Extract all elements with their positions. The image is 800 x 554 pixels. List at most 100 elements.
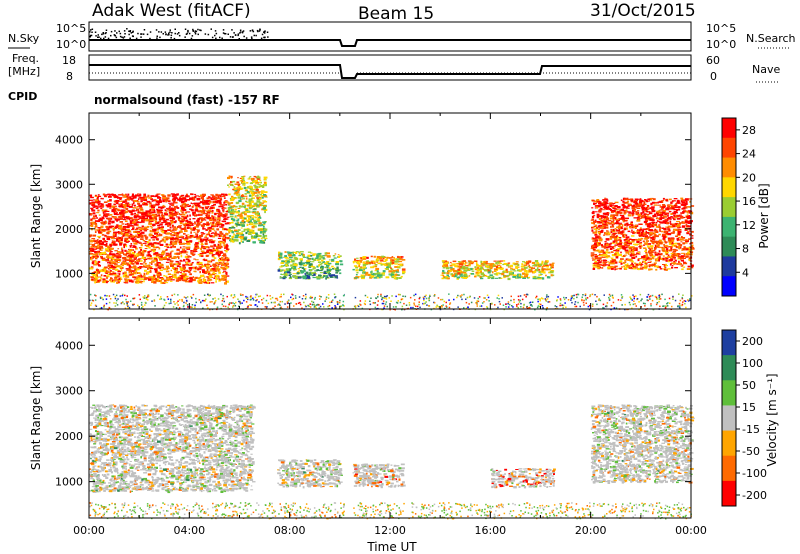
noise-dot xyxy=(204,33,207,35)
noise-dot xyxy=(168,32,170,34)
noise-dot xyxy=(132,30,134,33)
noise-dot xyxy=(128,33,130,36)
noise-dot xyxy=(184,28,187,30)
power-colorbar-tick: 28 xyxy=(742,124,756,137)
velocity-colorbar-tick: 100 xyxy=(742,357,763,370)
frequency-line xyxy=(89,64,691,79)
velocity-colorbar-segment xyxy=(722,430,736,457)
noise-dot xyxy=(158,31,160,33)
x-tick-label: 00:00 xyxy=(675,524,707,537)
noise-dot xyxy=(188,32,191,35)
noise-dot xyxy=(118,30,120,33)
echo-region xyxy=(490,468,556,489)
noise-dot xyxy=(185,33,188,35)
noise-dot xyxy=(215,37,217,40)
noise-dot xyxy=(132,31,134,33)
noise-dot xyxy=(162,33,164,35)
freq-label-line1: Freq. xyxy=(12,52,39,65)
noise-dot xyxy=(200,29,202,32)
noise-dot xyxy=(101,33,103,36)
noise-dot xyxy=(137,32,139,35)
noise-dot xyxy=(219,36,221,39)
noise-dot xyxy=(223,32,226,35)
noise-tick-low-left: 10^0 xyxy=(56,38,86,51)
noise-dot xyxy=(234,34,237,36)
noise-dot xyxy=(221,37,223,39)
nave-label: Nave xyxy=(752,63,780,76)
echo-region xyxy=(590,404,695,484)
noise-dot xyxy=(259,29,261,31)
noise-dot xyxy=(229,36,232,38)
noise-dot xyxy=(174,28,176,30)
date-title: 31/Oct/2015 xyxy=(590,1,696,21)
noise-dot xyxy=(140,36,142,38)
velocity-colorbar: 200 100 50 15 -15 -50 -100 -200 xyxy=(721,329,767,507)
velocity-colorbar-segment xyxy=(722,330,736,356)
echo-region xyxy=(277,251,344,280)
y-tick-label: 1000 xyxy=(55,267,83,280)
y-tick-label: 4000 xyxy=(55,339,83,352)
data-gap xyxy=(344,113,353,309)
noise-dot xyxy=(243,35,245,38)
noise-dot xyxy=(159,36,161,39)
noise-dot xyxy=(130,32,133,34)
noise-dot xyxy=(267,36,269,38)
power-colorbar-tick: 16 xyxy=(742,195,756,208)
y-tick-label: 3000 xyxy=(55,178,83,191)
noise-dot xyxy=(97,36,99,38)
power-colorbar-segment xyxy=(722,157,736,178)
x-tick-label: 00:00 xyxy=(73,524,105,537)
noise-dot xyxy=(197,33,199,36)
echo-region xyxy=(352,463,406,489)
noise-dot xyxy=(190,37,193,40)
noise-dot xyxy=(257,30,259,33)
y-tick-label: 2000 xyxy=(55,223,83,236)
power-colorbar-segment xyxy=(722,236,736,257)
noise-dot xyxy=(231,29,233,31)
noise-dot xyxy=(250,36,253,38)
noise-tick-low-right: 10^0 xyxy=(706,38,736,51)
echo-region xyxy=(227,175,268,245)
power-colorbar-tick: 4 xyxy=(742,266,749,279)
noise-dot xyxy=(107,37,110,40)
x-axis-label: Time UT xyxy=(366,540,417,554)
noise-dot xyxy=(116,32,118,34)
power-colorbar-tick: 12 xyxy=(742,219,756,232)
beam-title: Beam 15 xyxy=(358,4,434,24)
noise-dot xyxy=(105,32,107,34)
echo-region xyxy=(277,459,343,489)
noise-dot xyxy=(195,30,198,33)
noise-dot xyxy=(89,31,91,33)
noise-dot xyxy=(210,28,212,30)
noise-dot xyxy=(168,33,170,36)
power-panel-data xyxy=(89,113,695,311)
axes: 4000 3000 2000 1000 4000 3000 2000 1000 00:00 04:… xyxy=(55,113,707,537)
noise-panel: N.Sky 10^5 10^0 10^5 10^0 N.Search xyxy=(8,21,796,52)
noise-dot xyxy=(98,36,100,38)
noise-dot xyxy=(194,33,197,35)
noise-dot xyxy=(164,31,167,33)
nsky-label: N.Sky xyxy=(8,32,40,45)
velocity-colorbar-label: Velocity [m s⁻¹] xyxy=(765,373,779,466)
noise-search-dots xyxy=(89,28,269,40)
noise-dot xyxy=(192,30,194,32)
velocity-colorbar-segment xyxy=(722,380,736,406)
power-ylabel: Slant Range [km] xyxy=(29,164,43,268)
power-colorbar-tick: 20 xyxy=(742,171,756,184)
noise-dot xyxy=(169,29,171,31)
noise-dot xyxy=(266,31,269,33)
noise-dot xyxy=(233,32,235,34)
noise-tick-high-right: 10^5 xyxy=(706,22,736,35)
power-colorbar-segment xyxy=(722,137,736,159)
noise-dot xyxy=(241,31,244,33)
velocity-colorbar-tick: 50 xyxy=(742,379,756,392)
noise-dot xyxy=(194,31,196,33)
noise-dot xyxy=(192,28,194,31)
station-title: Adak West (fitACF) xyxy=(92,1,251,21)
noise-dot xyxy=(129,37,131,39)
noise-dot xyxy=(155,29,158,31)
noise-dot xyxy=(184,36,186,38)
noise-dot xyxy=(252,30,255,33)
noise-dot xyxy=(91,28,94,30)
cpid-label: CPID xyxy=(8,90,37,103)
